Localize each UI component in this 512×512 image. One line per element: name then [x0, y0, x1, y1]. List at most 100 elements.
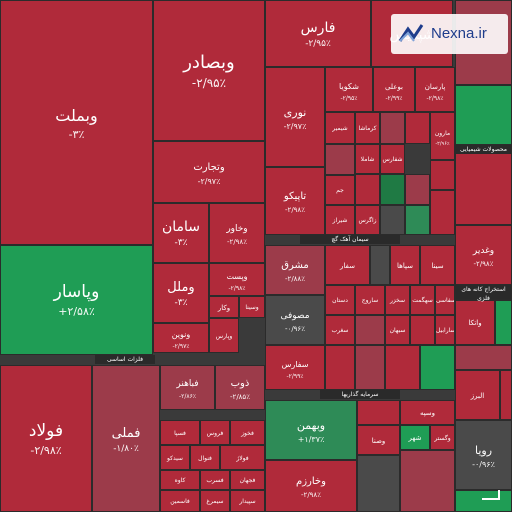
- filler-tile: [420, 345, 455, 390]
- treemap-tile[interactable]: سبهان: [385, 315, 410, 345]
- treemap-tile[interactable]: وکار: [209, 296, 239, 318]
- watermark-text: Nexna.ir: [431, 25, 487, 42]
- treemap-tile[interactable]: کرماشا: [355, 112, 380, 144]
- treemap-tile[interactable]: وپست -۲/۹۸٪: [209, 263, 265, 296]
- treemap-tile[interactable]: جم: [325, 175, 355, 205]
- treemap-tile[interactable]: فولاژ: [220, 445, 265, 470]
- treemap-tile[interactable]: فارس -۲/۹۵٪: [265, 0, 371, 67]
- treemap-tile[interactable]: سیدکو: [160, 445, 190, 470]
- tile-change: -۲/۹۸٪: [285, 206, 305, 214]
- treemap-tile[interactable]: مصوفی -۰/۹۶٪: [265, 295, 325, 345]
- sector-label: سیمان آهک گچ: [300, 235, 400, 244]
- treemap-tile[interactable]: وسینا: [239, 296, 265, 318]
- treemap-tile[interactable]: سهگمت: [410, 285, 435, 315]
- treemap-tile[interactable]: ذوب -۲/۸۵٪: [215, 365, 265, 410]
- treemap-tile[interactable]: وتجارت -۲/۹۷٪: [153, 141, 265, 203]
- treemap-tile[interactable]: سیمرغ: [200, 490, 230, 512]
- treemap-tile[interactable]: شاملا: [355, 144, 380, 174]
- tile-name: سبهان: [389, 327, 406, 334]
- treemap-tile[interactable]: سغرب: [325, 315, 355, 345]
- tile-change: -۲/۹۵٪: [305, 38, 331, 49]
- filler-tile: [355, 174, 380, 205]
- treemap-tile[interactable]: واتکا: [455, 300, 495, 345]
- treemap-tile[interactable]: شفارس: [380, 144, 405, 174]
- treemap-tile[interactable]: سپاها: [390, 245, 420, 285]
- treemap-tile[interactable]: سارابیل: [435, 315, 455, 345]
- treemap-tile[interactable]: سفارس -۲/۹۹٪: [265, 345, 325, 390]
- filler-tile: [400, 450, 455, 512]
- treemap-tile[interactable]: وگستر: [430, 425, 455, 450]
- treemap-tile[interactable]: فملی -۱/۸۰٪: [92, 365, 160, 512]
- tile-change: -۲/۹۸٪: [473, 260, 494, 268]
- treemap-tile[interactable]: رویا -۰/۹۶٪: [455, 420, 512, 490]
- treemap-tile[interactable]: فباهنر -۲/۸۶٪: [160, 365, 215, 410]
- filler-tile: [380, 205, 405, 235]
- treemap-tile[interactable]: شکویا -۲/۹۵٪: [325, 67, 373, 112]
- tile-change: -۲/۹۸٪: [301, 491, 321, 499]
- tile-change: -۱/۸۰٪: [113, 443, 139, 454]
- treemap-tile[interactable]: سفار: [325, 245, 370, 285]
- treemap-tile[interactable]: وخاور -۲/۹۸٪: [209, 203, 265, 263]
- treemap-tile[interactable]: تاپیکو -۲/۹۸٪: [265, 167, 325, 235]
- treemap-tile[interactable]: فسرب: [200, 470, 230, 490]
- filler-tile: [455, 150, 512, 225]
- tile-change: -۲/۹۵٪: [191, 75, 227, 90]
- treemap-tile[interactable]: وغدیر -۲/۹۸٪: [455, 225, 512, 285]
- treemap-tile[interactable]: سخزر: [385, 285, 410, 315]
- treemap-tile[interactable]: شیراز: [325, 205, 355, 235]
- treemap-tile[interactable]: سفاسی: [435, 285, 455, 315]
- treemap-tile[interactable]: وصنا: [357, 425, 400, 455]
- watermark: Nexna.ir: [391, 14, 508, 54]
- tile-name: سیدکو: [167, 454, 183, 462]
- treemap-tile[interactable]: سینا: [420, 245, 455, 285]
- treemap-tile[interactable]: وبهمن +۱/۳۷٪: [265, 400, 357, 460]
- tile-name: شفارس: [382, 156, 403, 163]
- treemap-tile[interactable]: وبصادر -۲/۹۵٪: [153, 0, 265, 141]
- treemap-tile[interactable]: کاوه: [160, 470, 200, 490]
- treemap-tile[interactable]: بوعلی -۲/۹۹٪: [373, 67, 415, 112]
- treemap-tile[interactable]: فخوز: [230, 420, 265, 445]
- tile-name: ذوب: [230, 377, 250, 389]
- treemap-tile[interactable]: پارسان -۲/۹۸٪: [415, 67, 455, 112]
- treemap-tile[interactable]: وملل -۳٪: [153, 263, 209, 323]
- treemap-tile[interactable]: سپیدار: [230, 490, 265, 512]
- tile-name: شیراز: [332, 217, 348, 224]
- tile-name: ساروج: [361, 297, 379, 304]
- treemap-tile[interactable]: مشرق -۲/۸۸٪: [265, 245, 325, 295]
- treemap-tile[interactable]: وبملت -۳٪: [0, 0, 153, 245]
- treemap-tile[interactable]: دستان: [325, 285, 355, 315]
- sector-label: سرمایه گذاریها: [320, 390, 400, 399]
- tile-name: فجهان: [239, 477, 256, 484]
- treemap-tile[interactable]: شیمیر: [325, 112, 355, 144]
- filler-tile: [410, 315, 435, 345]
- treemap-tile[interactable]: وپاسار +۲/۵۸٪: [0, 245, 153, 355]
- tile-name: سیمرغ: [206, 498, 224, 505]
- treemap-tile[interactable]: فنوال: [190, 445, 220, 470]
- treemap-tile[interactable]: وسپه: [400, 400, 455, 425]
- treemap-tile[interactable]: فاسمین: [160, 490, 200, 512]
- filler-tile: [455, 85, 512, 145]
- treemap-tile[interactable]: البرز: [455, 370, 500, 420]
- tile-name: سفاسی: [436, 297, 455, 304]
- treemap-tile[interactable]: فروس: [200, 420, 230, 445]
- treemap-tile[interactable]: مارون -۲/۹۶٪: [430, 112, 455, 160]
- treemap-tile[interactable]: ساروج: [355, 285, 385, 315]
- filler-tile: [385, 345, 420, 390]
- treemap-tile[interactable]: شهر: [400, 425, 430, 450]
- treemap-tile[interactable]: نوری -۲/۹۷٪: [265, 67, 325, 167]
- treemap-tile[interactable]: وخارزم -۲/۹۸٪: [265, 460, 357, 512]
- treemap-tile[interactable]: سامان -۳٪: [153, 203, 209, 263]
- treemap-tile[interactable]: ونوین -۲/۹۷٪: [153, 323, 209, 353]
- tile-name: وپست: [226, 271, 248, 281]
- treemap-tile[interactable]: وپارس: [209, 318, 239, 353]
- tile-change: -۳٪: [174, 238, 188, 248]
- tile-name: فولاد: [28, 420, 64, 441]
- tile-name: وگستر: [434, 434, 451, 442]
- treemap-tile[interactable]: زاگرس: [355, 205, 380, 235]
- tile-name: سامان: [161, 219, 201, 235]
- tile-change: -۲/۹۸٪: [30, 443, 62, 457]
- treemap-tile[interactable]: فجهان: [230, 470, 265, 490]
- tile-name: فملی: [111, 425, 141, 441]
- treemap-tile[interactable]: فولاد -۲/۹۸٪: [0, 365, 92, 512]
- treemap-tile[interactable]: فسپا: [160, 420, 200, 445]
